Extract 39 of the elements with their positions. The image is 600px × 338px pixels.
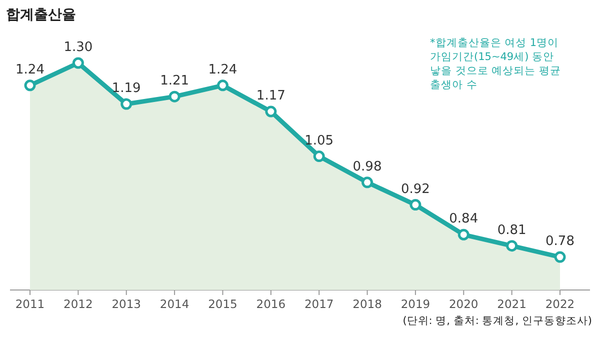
chart-title: 합계출산율 <box>6 6 76 24</box>
x-tick-label: 2011 <box>15 297 45 311</box>
annotation: (단위: 명, 출처: 통계청, 인구동향조사) <box>402 314 592 328</box>
data-label: 0.84 <box>449 212 478 227</box>
data-label: 1.17 <box>256 88 286 104</box>
point <box>313 150 325 162</box>
data-label: 0.78 <box>546 234 574 250</box>
x-tick-label: 2022 <box>545 297 575 311</box>
x-tick-label: 2018 <box>352 297 382 311</box>
point <box>554 251 566 263</box>
point <box>168 90 180 102</box>
x-tick-label: 2012 <box>64 297 93 311</box>
data-label: 1.30 <box>64 40 93 55</box>
x-tick-label: 2013 <box>112 297 142 311</box>
x-tick-label: 2020 <box>448 297 478 311</box>
data-label: 0.92 <box>400 182 430 197</box>
x-tick-label: 2015 <box>208 297 238 311</box>
data-label: 0.98 <box>352 159 382 174</box>
point <box>506 240 518 252</box>
point <box>120 98 132 110</box>
data-label: 0.81 <box>497 222 526 238</box>
x-tick-label: 2019 <box>400 297 430 311</box>
x-tick-label: 2016 <box>256 297 286 311</box>
point <box>458 228 470 240</box>
point <box>216 80 228 92</box>
point <box>362 176 374 188</box>
data-label: 1.21 <box>160 74 190 89</box>
x-tick-label: 2014 <box>160 297 190 311</box>
data-label: 1.19 <box>112 81 141 96</box>
x-tick-label: 2017 <box>304 297 334 311</box>
point <box>72 57 84 69</box>
x-tick-label: 2021 <box>497 297 526 311</box>
point <box>265 106 277 118</box>
point <box>410 199 422 211</box>
annotation: *합계출산율은 여성 1명이 가임기간(15~49세) 동안 낳을 것으로 예상되는 평균 출생아 수 <box>430 36 562 92</box>
point <box>24 80 36 92</box>
data-label: 1.24 <box>208 62 238 78</box>
data-label: 1.05 <box>304 133 334 148</box>
data-label: 1.24 <box>16 62 44 78</box>
